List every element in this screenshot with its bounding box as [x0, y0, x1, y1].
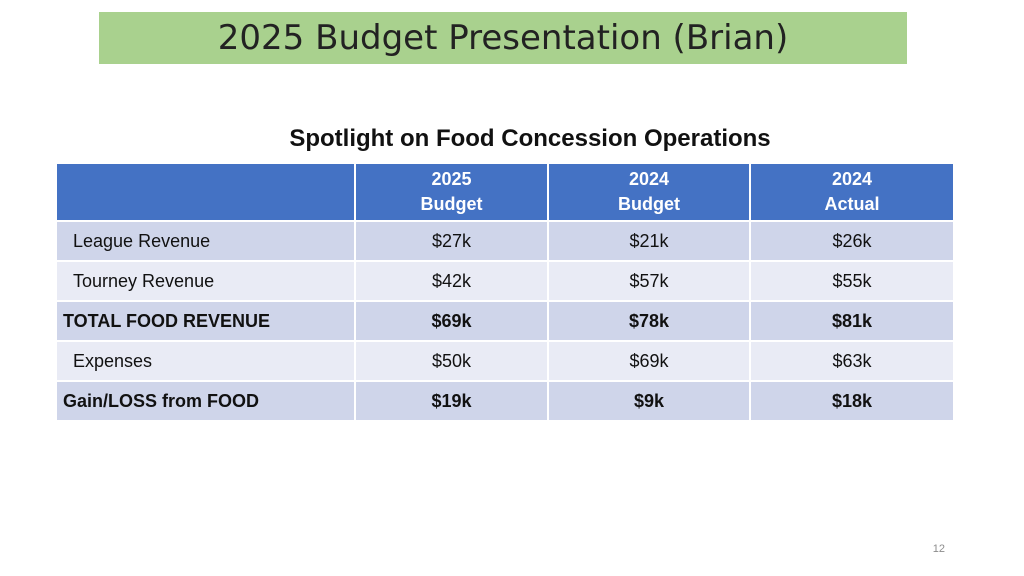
header-type: Actual: [824, 194, 880, 214]
header-cell-2024-budget: 2024 Budget: [547, 162, 751, 222]
header-year: 2024: [628, 169, 670, 189]
table-row: Tourney Revenue $42k $57k $55k: [55, 260, 955, 302]
slide-title: 2025 Budget Presentation (Brian): [217, 18, 789, 58]
row-label: Tourney Revenue: [55, 260, 356, 302]
cell-2024-actual: $18k: [749, 380, 955, 422]
cell-2025-budget: $27k: [354, 220, 549, 262]
row-label: TOTAL FOOD REVENUE: [55, 300, 356, 342]
cell-2025-budget: $69k: [354, 300, 549, 342]
page-number: 12: [932, 543, 945, 555]
header-year: 2024: [831, 169, 873, 189]
cell-2025-budget: $50k: [354, 340, 549, 382]
cell-2024-budget: $57k: [547, 260, 751, 302]
header-type: Budget: [420, 194, 483, 214]
row-label: Gain/LOSS from FOOD: [55, 380, 356, 422]
row-label: League Revenue: [55, 220, 356, 262]
cell-2024-actual: $55k: [749, 260, 955, 302]
table-header-row: 2025 Budget 2024 Budget 2024 Actual: [55, 162, 955, 222]
cell-2024-budget: $78k: [547, 300, 751, 342]
cell-2025-budget: $19k: [354, 380, 549, 422]
header-cell-2025-budget: 2025 Budget: [354, 162, 549, 222]
row-label: Expenses: [55, 340, 356, 382]
budget-table: 2025 Budget 2024 Budget 2024 Actual Leag…: [55, 162, 955, 422]
slide-subtitle: Spotlight on Food Concession Operations: [289, 125, 771, 152]
cell-2024-budget: $69k: [547, 340, 751, 382]
cell-2024-actual: $81k: [749, 300, 955, 342]
table-row-total: TOTAL FOOD REVENUE $69k $78k $81k: [55, 300, 955, 342]
table-row: League Revenue $27k $21k $26k: [55, 220, 955, 262]
header-year: 2025: [431, 169, 472, 189]
cell-2024-actual: $63k: [749, 340, 955, 382]
header-cell-2024-actual: 2024 Actual: [749, 162, 955, 222]
cell-2024-budget: $21k: [547, 220, 751, 262]
cell-2024-actual: $26k: [749, 220, 955, 262]
header-cell-empty: [55, 162, 356, 222]
table-row: Expenses $50k $69k $63k: [55, 340, 955, 382]
header-type: Budget: [618, 194, 680, 214]
table-row-gain-loss: Gain/LOSS from FOOD $19k $9k $18k: [55, 380, 955, 422]
cell-2024-budget: $9k: [547, 380, 751, 422]
title-bar: 2025 Budget Presentation (Brian): [99, 12, 907, 64]
cell-2025-budget: $42k: [354, 260, 549, 302]
